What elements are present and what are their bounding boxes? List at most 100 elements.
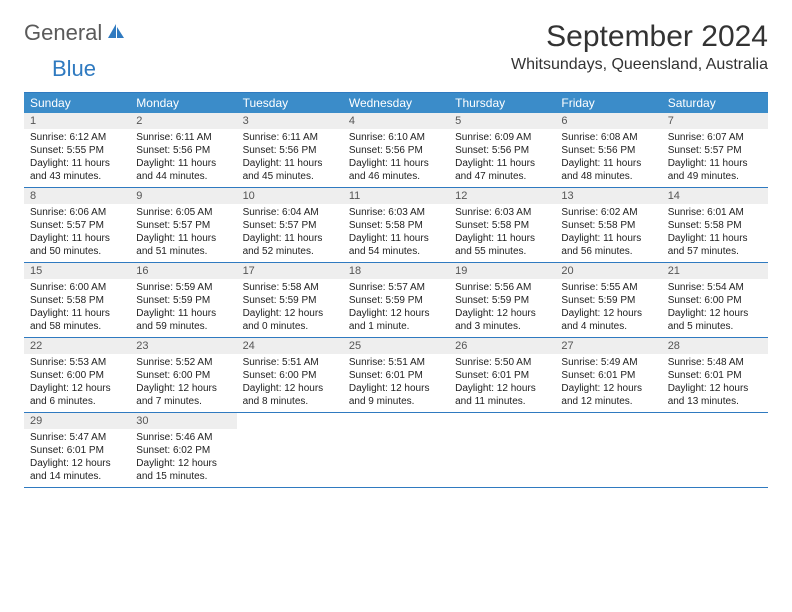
day-number: 24 [237, 338, 343, 354]
day-cell: 6Sunrise: 6:08 AMSunset: 5:56 PMDaylight… [555, 113, 661, 187]
week-row: 22Sunrise: 5:53 AMSunset: 6:00 PMDayligh… [24, 338, 768, 413]
day-number: 26 [449, 338, 555, 354]
day-info: Sunrise: 5:50 AMSunset: 6:01 PMDaylight:… [449, 354, 555, 408]
day-info: Sunrise: 5:59 AMSunset: 5:59 PMDaylight:… [130, 279, 236, 333]
day-number: 8 [24, 188, 130, 204]
week-row: 29Sunrise: 5:47 AMSunset: 6:01 PMDayligh… [24, 413, 768, 488]
weeks-container: 1Sunrise: 6:12 AMSunset: 5:55 PMDaylight… [24, 113, 768, 488]
day-cell: 26Sunrise: 5:50 AMSunset: 6:01 PMDayligh… [449, 338, 555, 412]
calendar-grid: SundayMondayTuesdayWednesdayThursdayFrid… [24, 92, 768, 488]
day-info: Sunrise: 5:46 AMSunset: 6:02 PMDaylight:… [130, 429, 236, 483]
week-row: 8Sunrise: 6:06 AMSunset: 5:57 PMDaylight… [24, 188, 768, 263]
day-cell: 8Sunrise: 6:06 AMSunset: 5:57 PMDaylight… [24, 188, 130, 262]
day-cell: 23Sunrise: 5:52 AMSunset: 6:00 PMDayligh… [130, 338, 236, 412]
day-info: Sunrise: 6:04 AMSunset: 5:57 PMDaylight:… [237, 204, 343, 258]
day-info: Sunrise: 5:57 AMSunset: 5:59 PMDaylight:… [343, 279, 449, 333]
day-info: Sunrise: 5:48 AMSunset: 6:01 PMDaylight:… [662, 354, 768, 408]
week-row: 1Sunrise: 6:12 AMSunset: 5:55 PMDaylight… [24, 113, 768, 188]
day-number: 10 [237, 188, 343, 204]
week-row: 15Sunrise: 6:00 AMSunset: 5:58 PMDayligh… [24, 263, 768, 338]
day-info: Sunrise: 5:47 AMSunset: 6:01 PMDaylight:… [24, 429, 130, 483]
day-number: 18 [343, 263, 449, 279]
day-header-cell: Wednesday [343, 93, 449, 113]
day-cell: 15Sunrise: 6:00 AMSunset: 5:58 PMDayligh… [24, 263, 130, 337]
day-cell: 29Sunrise: 5:47 AMSunset: 6:01 PMDayligh… [24, 413, 130, 487]
day-cell: 10Sunrise: 6:04 AMSunset: 5:57 PMDayligh… [237, 188, 343, 262]
day-header-cell: Saturday [662, 93, 768, 113]
day-number: 20 [555, 263, 661, 279]
day-number: 7 [662, 113, 768, 129]
day-number: 17 [237, 263, 343, 279]
day-cell: 21Sunrise: 5:54 AMSunset: 6:00 PMDayligh… [662, 263, 768, 337]
day-info: Sunrise: 6:06 AMSunset: 5:57 PMDaylight:… [24, 204, 130, 258]
day-info: Sunrise: 6:00 AMSunset: 5:58 PMDaylight:… [24, 279, 130, 333]
day-info: Sunrise: 5:58 AMSunset: 5:59 PMDaylight:… [237, 279, 343, 333]
day-number: 25 [343, 338, 449, 354]
day-info: Sunrise: 5:51 AMSunset: 6:00 PMDaylight:… [237, 354, 343, 408]
day-number: 4 [343, 113, 449, 129]
day-cell: 11Sunrise: 6:03 AMSunset: 5:58 PMDayligh… [343, 188, 449, 262]
day-info: Sunrise: 6:03 AMSunset: 5:58 PMDaylight:… [449, 204, 555, 258]
day-info: Sunrise: 6:09 AMSunset: 5:56 PMDaylight:… [449, 129, 555, 183]
day-cell: 7Sunrise: 6:07 AMSunset: 5:57 PMDaylight… [662, 113, 768, 187]
day-info: Sunrise: 6:02 AMSunset: 5:58 PMDaylight:… [555, 204, 661, 258]
day-header-cell: Monday [130, 93, 236, 113]
day-header-cell: Sunday [24, 93, 130, 113]
empty-cell [449, 413, 555, 487]
title-block: September 2024 Whitsundays, Queensland, … [511, 20, 768, 74]
day-cell: 9Sunrise: 6:05 AMSunset: 5:57 PMDaylight… [130, 188, 236, 262]
day-number: 9 [130, 188, 236, 204]
day-cell: 3Sunrise: 6:11 AMSunset: 5:56 PMDaylight… [237, 113, 343, 187]
day-cell: 17Sunrise: 5:58 AMSunset: 5:59 PMDayligh… [237, 263, 343, 337]
day-cell: 27Sunrise: 5:49 AMSunset: 6:01 PMDayligh… [555, 338, 661, 412]
day-header-row: SundayMondayTuesdayWednesdayThursdayFrid… [24, 93, 768, 113]
day-header-cell: Friday [555, 93, 661, 113]
day-cell: 18Sunrise: 5:57 AMSunset: 5:59 PMDayligh… [343, 263, 449, 337]
day-number: 27 [555, 338, 661, 354]
day-number: 23 [130, 338, 236, 354]
logo-text-blue: Blue [52, 56, 96, 81]
day-number: 28 [662, 338, 768, 354]
logo-sail-icon [106, 22, 126, 45]
calendar-page: General September 2024 Whitsundays, Quee… [0, 0, 792, 508]
day-number: 3 [237, 113, 343, 129]
day-cell: 22Sunrise: 5:53 AMSunset: 6:00 PMDayligh… [24, 338, 130, 412]
day-info: Sunrise: 6:08 AMSunset: 5:56 PMDaylight:… [555, 129, 661, 183]
location-label: Whitsundays, Queensland, Australia [511, 56, 768, 74]
day-info: Sunrise: 5:53 AMSunset: 6:00 PMDaylight:… [24, 354, 130, 408]
day-cell: 16Sunrise: 5:59 AMSunset: 5:59 PMDayligh… [130, 263, 236, 337]
day-cell: 30Sunrise: 5:46 AMSunset: 6:02 PMDayligh… [130, 413, 236, 487]
empty-cell [555, 413, 661, 487]
day-cell: 13Sunrise: 6:02 AMSunset: 5:58 PMDayligh… [555, 188, 661, 262]
day-number: 13 [555, 188, 661, 204]
empty-cell [343, 413, 449, 487]
day-cell: 2Sunrise: 6:11 AMSunset: 5:56 PMDaylight… [130, 113, 236, 187]
empty-cell [237, 413, 343, 487]
day-number: 12 [449, 188, 555, 204]
day-cell: 4Sunrise: 6:10 AMSunset: 5:56 PMDaylight… [343, 113, 449, 187]
day-header-cell: Tuesday [237, 93, 343, 113]
day-info: Sunrise: 6:03 AMSunset: 5:58 PMDaylight:… [343, 204, 449, 258]
day-info: Sunrise: 5:55 AMSunset: 5:59 PMDaylight:… [555, 279, 661, 333]
day-number: 15 [24, 263, 130, 279]
day-cell: 5Sunrise: 6:09 AMSunset: 5:56 PMDaylight… [449, 113, 555, 187]
day-info: Sunrise: 5:49 AMSunset: 6:01 PMDaylight:… [555, 354, 661, 408]
day-info: Sunrise: 6:07 AMSunset: 5:57 PMDaylight:… [662, 129, 768, 183]
day-number: 1 [24, 113, 130, 129]
day-info: Sunrise: 6:05 AMSunset: 5:57 PMDaylight:… [130, 204, 236, 258]
day-number: 19 [449, 263, 555, 279]
day-cell: 19Sunrise: 5:56 AMSunset: 5:59 PMDayligh… [449, 263, 555, 337]
day-info: Sunrise: 6:12 AMSunset: 5:55 PMDaylight:… [24, 129, 130, 183]
day-cell: 25Sunrise: 5:51 AMSunset: 6:01 PMDayligh… [343, 338, 449, 412]
empty-cell [662, 413, 768, 487]
day-number: 29 [24, 413, 130, 429]
day-info: Sunrise: 5:54 AMSunset: 6:00 PMDaylight:… [662, 279, 768, 333]
day-number: 22 [24, 338, 130, 354]
day-number: 5 [449, 113, 555, 129]
day-number: 30 [130, 413, 236, 429]
logo: General [24, 20, 128, 46]
day-cell: 12Sunrise: 6:03 AMSunset: 5:58 PMDayligh… [449, 188, 555, 262]
day-info: Sunrise: 6:11 AMSunset: 5:56 PMDaylight:… [130, 129, 236, 183]
day-info: Sunrise: 6:11 AMSunset: 5:56 PMDaylight:… [237, 129, 343, 183]
day-number: 21 [662, 263, 768, 279]
